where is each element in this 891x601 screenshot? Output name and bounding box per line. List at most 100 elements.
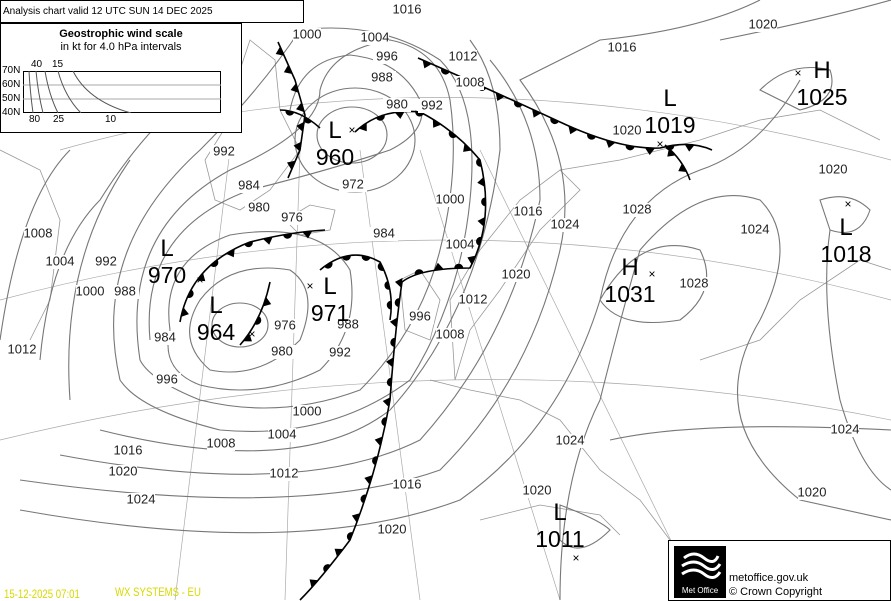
isobar-label: 1004: [268, 426, 297, 441]
met-office-logo: Met Office: [674, 546, 726, 598]
pressure-centre-value: 964: [197, 319, 236, 345]
cold-front-triangle: [644, 147, 655, 156]
isobar-label: 1016: [114, 442, 143, 457]
pressure-centre-type: H: [813, 57, 830, 84]
wind-scale-graph: [23, 71, 221, 113]
isobar-label: 984: [373, 225, 395, 240]
cold-front-triangle: [678, 163, 687, 173]
site-link[interactable]: metoffice.gov.uk: [729, 572, 809, 584]
pressure-centre-value: 1011: [535, 526, 584, 552]
warm-front-semicircle: [513, 101, 523, 108]
isobar-label: 996: [409, 308, 431, 323]
cold-front-triangle: [293, 141, 302, 152]
lat-lon-grid: [0, 97, 891, 601]
pressure-centre-value: 960: [316, 144, 354, 170]
isobar-label: 980: [386, 96, 408, 111]
warm-front-semicircle: [414, 269, 424, 276]
isobar-label: 1000: [436, 191, 465, 206]
warm-front-semicircle: [476, 236, 482, 246]
cold-front-triangle: [433, 262, 444, 271]
pressure-centre-type: H: [621, 254, 638, 281]
isobar-label: 984: [238, 177, 260, 192]
warm-front-semicircle: [323, 564, 331, 573]
isobar-label: 1000: [293, 403, 322, 418]
warm-front-semicircle: [394, 298, 400, 308]
latitude-label: 60N: [2, 79, 21, 90]
warm-front-semicircle: [283, 233, 292, 239]
legend-subtitle: in kt for 4.0 hPa intervals: [60, 41, 182, 53]
isobar-label: 1028: [623, 201, 652, 216]
cold-front-triangle: [283, 64, 293, 74]
isobar-label: 976: [274, 317, 296, 332]
warm-front-semicircle: [390, 337, 396, 347]
pressure-centre-type: L: [663, 85, 676, 112]
isobar-label: 992: [421, 97, 443, 112]
warm-front-semicircle: [384, 280, 390, 290]
system-label: WX SYSTEMS - EU: [115, 585, 201, 599]
front-line: [279, 109, 321, 129]
legend-title: Geostrophic wind scale: [59, 28, 183, 40]
isobar-label: 1016: [514, 203, 543, 218]
waves-icon: [681, 552, 722, 579]
isobar-label: 1024: [741, 221, 770, 236]
cold-front-triangle: [389, 317, 398, 328]
warm-front-semicircle: [210, 259, 219, 267]
warm-front-semicircle: [372, 456, 378, 466]
isobar-label: 988: [371, 69, 393, 84]
cold-front-triangle: [477, 216, 486, 227]
isobar-label: 1008: [24, 225, 53, 240]
isobar-label: 1020: [523, 482, 552, 497]
pressure-centre-type: L: [209, 292, 222, 319]
warm-front-semicircle: [375, 114, 385, 121]
latitude-label: 50N: [2, 93, 21, 104]
warm-front-semicircle: [481, 197, 486, 207]
pressure-centre-value: 971: [311, 300, 349, 326]
warm-front-semicircle: [454, 263, 464, 269]
centre-marker: ×: [196, 273, 203, 287]
centre-marker: ×: [648, 267, 655, 281]
isobar-label: 992: [95, 253, 117, 268]
speed-label: 25: [53, 114, 65, 125]
cold-front-triangle: [394, 277, 403, 288]
isobar-label: 1008: [456, 74, 485, 89]
isobar-label: 992: [329, 344, 351, 359]
centre-marker: ×: [572, 551, 579, 565]
cold-front-triangle: [684, 144, 695, 152]
centre-marker: ×: [248, 327, 255, 341]
isobar-label: 1000: [293, 26, 322, 41]
isobar-label: 1000: [76, 283, 105, 298]
cold-front-triangle: [386, 357, 394, 368]
warm-front-semicircle: [476, 157, 482, 167]
centre-marker: ×: [794, 66, 801, 80]
isobar-label: 1008: [436, 326, 465, 341]
issue-timestamp: 15-12-2025 07:01: [4, 587, 80, 601]
chart-title: Analysis chart valid 12 UTC SUN 14 DEC 2…: [0, 0, 304, 23]
warm-front-semicircle: [587, 133, 596, 140]
isobar-label: 1020: [502, 266, 531, 281]
isobar-label: 1020: [613, 122, 642, 137]
pressure-centre-type: L: [323, 273, 336, 300]
logo-text: Met Office: [681, 586, 719, 595]
copyright: © Crown Copyright: [729, 586, 823, 598]
cold-front-triangle: [243, 333, 252, 342]
cold-front-triangle: [296, 102, 305, 113]
warm-front-semicircle: [187, 289, 194, 299]
isobar-label: 1024: [127, 491, 156, 506]
cold-front-triangle: [495, 92, 505, 101]
warm-front-semicircle: [550, 117, 559, 125]
warm-front-semicircle: [625, 145, 635, 151]
warm-front-semicircle: [415, 110, 424, 117]
pressure-centre-type: L: [839, 214, 852, 241]
cold-front-triangle: [302, 230, 313, 239]
warm-front-semicircle: [381, 417, 387, 427]
front-line: [277, 41, 306, 179]
cold-front-triangle: [287, 160, 296, 170]
pressure-centre-value: 1019: [644, 112, 695, 138]
isobar-label: 996: [156, 371, 178, 386]
isobar-label: 996: [376, 48, 398, 63]
speed-label: 15: [52, 59, 64, 70]
cold-front-triangle: [275, 46, 285, 56]
